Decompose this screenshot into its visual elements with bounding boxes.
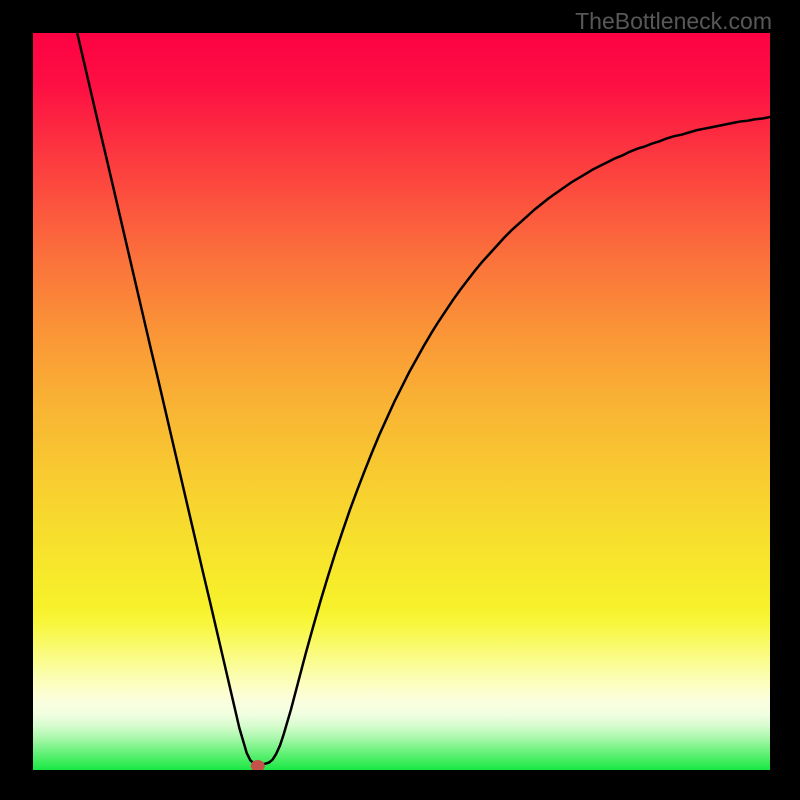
plot-area [33, 33, 770, 770]
gradient-background [33, 33, 770, 770]
watermark-text: TheBottleneck.com [575, 8, 772, 35]
chart-svg [33, 33, 770, 770]
